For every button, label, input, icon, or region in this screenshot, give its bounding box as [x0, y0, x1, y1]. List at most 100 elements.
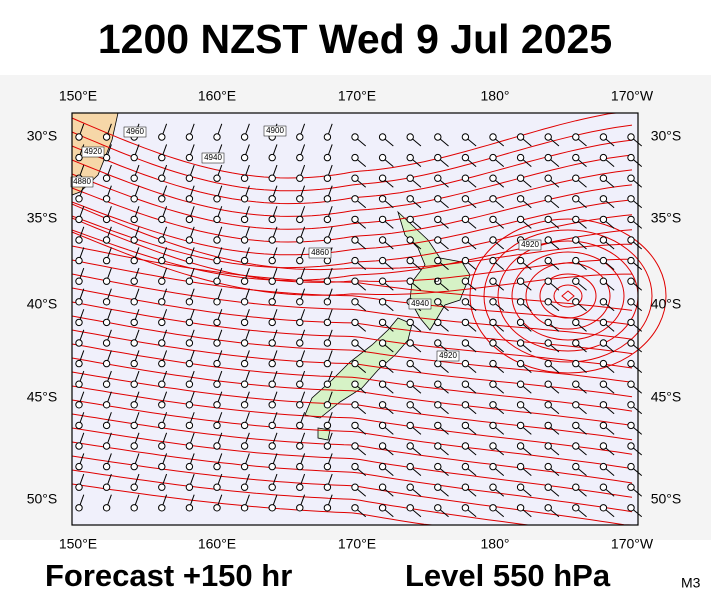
station — [130, 401, 138, 409]
station — [213, 174, 221, 182]
station — [323, 359, 332, 368]
station — [268, 256, 276, 265]
station — [599, 277, 608, 285]
station — [406, 380, 414, 388]
station — [185, 318, 194, 327]
lon-label-top: 180° — [481, 88, 510, 104]
station — [130, 442, 138, 450]
lat-label-right: 40°S — [651, 296, 682, 312]
contour-label: 4900 — [266, 126, 284, 135]
station — [240, 442, 249, 450]
station — [75, 401, 83, 409]
station — [240, 298, 249, 306]
station — [378, 133, 387, 141]
station — [516, 442, 525, 450]
station — [516, 462, 525, 471]
station — [213, 215, 221, 224]
station — [240, 421, 249, 430]
station — [406, 462, 414, 471]
station — [102, 318, 111, 327]
station — [102, 483, 111, 491]
station — [627, 318, 635, 327]
station — [130, 174, 138, 182]
station — [378, 153, 387, 162]
station — [489, 339, 497, 347]
station — [572, 401, 580, 409]
station — [516, 421, 525, 430]
station — [544, 298, 552, 306]
station — [516, 277, 525, 285]
station — [351, 174, 359, 182]
station — [434, 401, 442, 409]
contour-label: 4960 — [126, 127, 144, 136]
station — [213, 504, 221, 512]
station — [627, 133, 635, 141]
station — [572, 215, 580, 224]
contour-label-box — [201, 152, 225, 164]
station — [240, 153, 249, 162]
station — [130, 339, 138, 347]
station — [158, 318, 166, 327]
station — [461, 174, 470, 182]
station — [213, 483, 221, 491]
station — [461, 195, 470, 203]
contour-label: 4920 — [521, 240, 539, 249]
station — [599, 195, 608, 203]
station — [378, 401, 387, 409]
station — [627, 462, 635, 471]
station — [75, 318, 83, 327]
station — [489, 359, 497, 368]
station — [489, 236, 497, 244]
station — [296, 236, 304, 244]
station — [544, 359, 552, 368]
station — [434, 339, 442, 347]
station — [378, 483, 387, 491]
station — [544, 380, 552, 388]
contour-line — [71, 154, 633, 217]
station — [158, 133, 166, 141]
lon-label-top: 170°W — [611, 88, 654, 104]
station — [213, 421, 221, 430]
contour-label-box — [408, 298, 432, 310]
station — [516, 215, 525, 224]
station — [158, 339, 166, 347]
lat-label-left: 50°S — [27, 491, 58, 507]
station — [185, 195, 194, 203]
station — [296, 298, 304, 306]
station — [185, 380, 194, 388]
contour-label: 4920 — [439, 351, 457, 360]
station — [158, 174, 166, 182]
station — [351, 504, 359, 512]
station — [240, 133, 249, 141]
station — [158, 421, 166, 430]
station — [158, 277, 166, 285]
station — [599, 236, 608, 244]
low-label: P — [434, 277, 439, 286]
low-center — [561, 290, 575, 302]
forecast-label: Forecast +150 hr — [45, 558, 292, 593]
station — [75, 195, 83, 203]
lat-label-right: 50°S — [651, 491, 682, 507]
lat-label-left: 45°S — [27, 389, 58, 405]
station — [102, 401, 111, 409]
station — [461, 318, 470, 327]
station — [102, 215, 111, 224]
station — [323, 318, 332, 327]
station — [75, 133, 83, 141]
station — [213, 298, 221, 306]
station — [323, 483, 332, 491]
station — [323, 277, 332, 285]
station — [351, 421, 359, 430]
station — [323, 339, 332, 347]
station — [102, 256, 111, 265]
station — [406, 153, 414, 162]
station — [434, 359, 442, 368]
station — [268, 359, 276, 368]
station — [461, 339, 470, 347]
station — [489, 401, 497, 409]
station — [378, 504, 387, 512]
contour-label: 4940 — [411, 299, 429, 308]
station — [572, 339, 580, 347]
station — [406, 215, 414, 224]
